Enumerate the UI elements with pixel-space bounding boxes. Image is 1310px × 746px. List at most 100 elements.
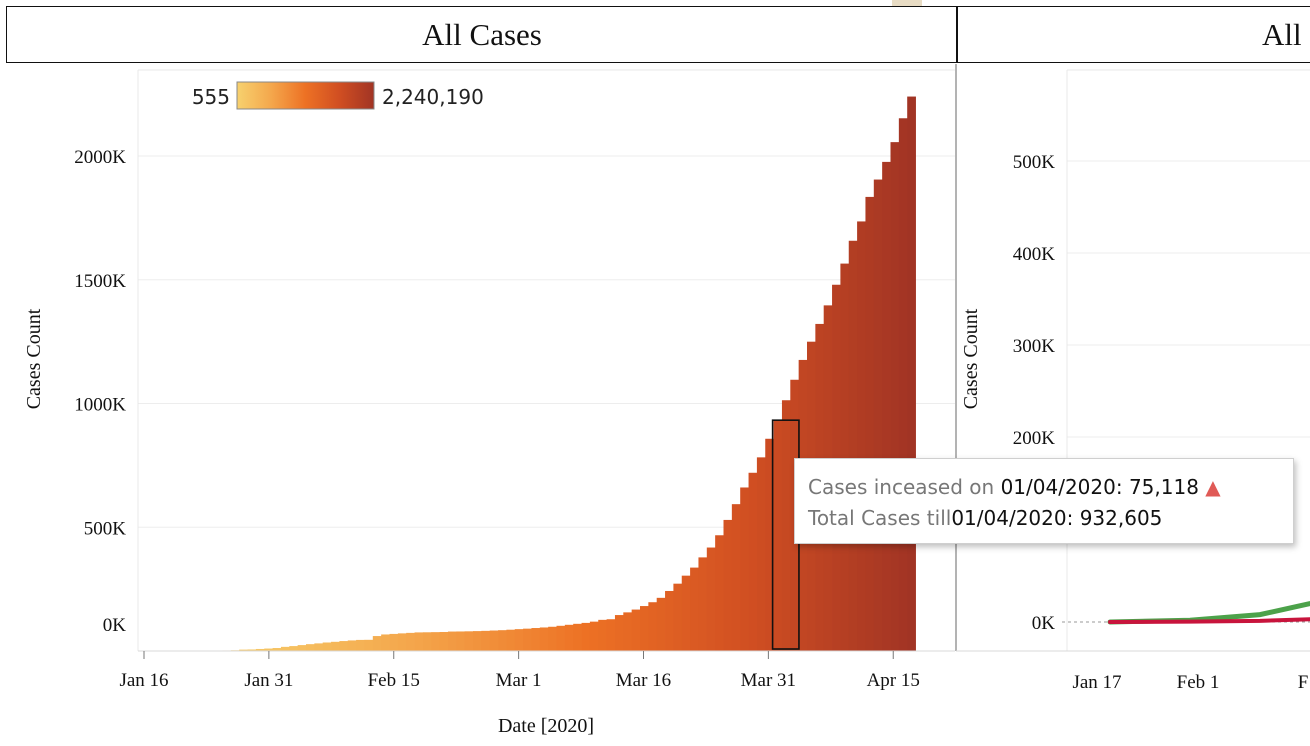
bar[interactable] [781, 400, 791, 651]
grid-lines [138, 155, 955, 528]
tooltip-line-total: Total Cases till01/04/2020: 932,605 [808, 503, 1293, 534]
bar[interactable] [331, 641, 340, 651]
bar[interactable] [506, 629, 516, 651]
bar[interactable] [898, 118, 908, 651]
grid-lines-2 [1062, 160, 1310, 623]
x-tick-label-2: Feb 1 [1177, 672, 1220, 693]
y-tick-label-2: 300K [1013, 336, 1056, 357]
tooltip-increase-date: 01/04/2020: [1000, 475, 1123, 499]
y-tick-label: 1000K [74, 395, 126, 416]
bar[interactable] [397, 633, 407, 651]
bar[interactable] [297, 645, 307, 651]
bar[interactable] [857, 221, 866, 651]
bar[interactable] [698, 557, 708, 651]
bar[interactable] [631, 609, 641, 651]
bar[interactable] [765, 438, 774, 651]
bar[interactable] [289, 646, 299, 651]
bar[interactable] [873, 179, 883, 652]
bar[interactable] [247, 649, 257, 651]
bar[interactable] [564, 624, 574, 651]
series-line[interactable] [1108, 617, 1310, 624]
bar[interactable] [573, 623, 582, 651]
x-tick-label: Mar 1 [496, 670, 542, 691]
bar[interactable] [614, 615, 624, 651]
bar[interactable] [882, 161, 891, 651]
legend-max-label: 2,240,190 [382, 85, 484, 109]
bar[interactable] [514, 629, 524, 651]
y-axis-label-2: Cases Count [960, 308, 982, 409]
bar[interactable] [581, 622, 591, 651]
y-tick-label-2: 500K [1013, 152, 1056, 173]
bar[interactable] [280, 646, 290, 651]
bar[interactable] [531, 628, 541, 651]
bar[interactable] [723, 519, 733, 651]
bar[interactable] [640, 606, 649, 651]
bar[interactable] [773, 420, 783, 651]
bar[interactable] [414, 632, 424, 651]
bar[interactable] [381, 634, 390, 651]
bar[interactable] [740, 487, 749, 651]
y-axis-label: Cases Count [23, 308, 45, 409]
bar[interactable] [339, 641, 349, 651]
bar[interactable] [314, 643, 324, 651]
bar[interactable] [239, 649, 248, 651]
bar[interactable] [731, 504, 741, 651]
bar[interactable] [748, 472, 758, 651]
bar[interactable] [439, 631, 449, 651]
x-axis-label: Date [2020] [498, 715, 594, 737]
panel-title-all-cases: All Cases [6, 6, 958, 63]
y-tick-label: 1500K [74, 271, 126, 292]
panel-title-text-2: All [1262, 16, 1302, 52]
bar[interactable] [356, 639, 365, 651]
bar[interactable] [865, 196, 875, 651]
bar[interactable] [431, 632, 440, 651]
bar[interactable] [481, 630, 491, 651]
bar[interactable] [598, 619, 607, 651]
bar[interactable] [681, 575, 691, 651]
bar[interactable] [422, 632, 432, 651]
bar[interactable] [272, 648, 282, 651]
bar[interactable] [447, 631, 457, 651]
x-axis-ticks-2: Jan 17 Feb 1 F [1072, 672, 1308, 693]
bar[interactable] [907, 96, 916, 652]
bar[interactable] [890, 142, 900, 651]
bar[interactable] [690, 567, 699, 651]
bar[interactable] [347, 640, 357, 651]
bar[interactable] [715, 535, 724, 651]
bar[interactable] [548, 626, 557, 651]
bar[interactable] [706, 547, 716, 651]
bar-series[interactable] [189, 96, 916, 652]
bar[interactable] [498, 630, 507, 651]
bar[interactable] [406, 632, 415, 651]
bar[interactable] [255, 648, 265, 651]
bar[interactable] [656, 597, 666, 651]
bar[interactable] [756, 457, 766, 651]
bar[interactable] [848, 240, 858, 651]
bar[interactable] [673, 583, 683, 651]
bar[interactable] [372, 636, 382, 651]
up-triangle-icon: ▲ [1205, 475, 1221, 499]
bar[interactable] [473, 631, 482, 651]
tooltip-total-value: 932,605 [1079, 506, 1163, 530]
bar[interactable] [389, 633, 399, 651]
bar[interactable] [556, 625, 566, 651]
tooltip-increase-label: Cases inceased on [808, 475, 995, 499]
bar[interactable] [623, 612, 633, 651]
bar[interactable] [665, 590, 674, 651]
bar[interactable] [648, 602, 658, 651]
bar[interactable] [840, 263, 850, 651]
bar[interactable] [456, 631, 466, 651]
tooltip-increase-value: 75,118 [1128, 475, 1199, 499]
bar[interactable] [489, 630, 499, 651]
bar[interactable] [306, 644, 315, 651]
bar[interactable] [364, 639, 374, 651]
bar[interactable] [589, 621, 599, 651]
x-tick-label: Mar 16 [616, 670, 671, 691]
bar[interactable] [523, 628, 532, 651]
bar[interactable] [539, 627, 549, 651]
bar[interactable] [264, 648, 273, 651]
bar[interactable] [606, 619, 616, 651]
line-series-2[interactable] [1107, 601, 1310, 625]
bar[interactable] [464, 631, 474, 651]
bar[interactable] [322, 642, 332, 651]
